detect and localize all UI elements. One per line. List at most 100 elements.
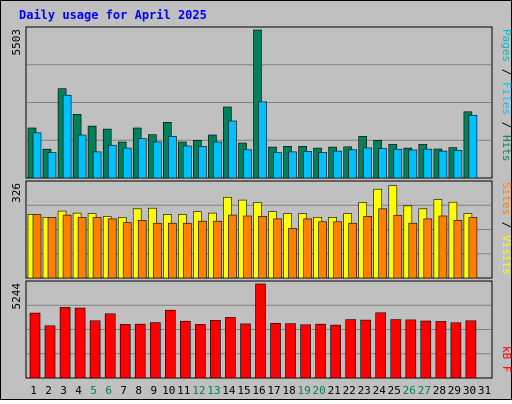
bar-kbytes-day-21 bbox=[330, 324, 341, 379]
bar-files-day-8 bbox=[137, 138, 147, 179]
legend-kbytes: kB F bbox=[500, 346, 511, 373]
x-tick-label-day-8: 8 bbox=[135, 384, 142, 397]
bar-files-day-13 bbox=[213, 141, 222, 179]
y-max-label: 5503 bbox=[10, 29, 23, 56]
bar-sites-day-18 bbox=[288, 228, 297, 279]
bar-kbytes-day-2 bbox=[44, 325, 56, 379]
bar-sites-day-26 bbox=[408, 222, 418, 279]
bar-kbytes-day-13 bbox=[210, 319, 221, 379]
legend-visits: Visits bbox=[500, 235, 511, 275]
bar-kbytes-day-28 bbox=[435, 321, 447, 379]
bar-sites-day-27 bbox=[423, 218, 433, 279]
x-tick-label-day-31: 31 bbox=[478, 384, 491, 397]
bar-kbytes-day-6 bbox=[104, 313, 116, 379]
bar-files-day-16 bbox=[258, 101, 267, 179]
bar-sites-day-29 bbox=[453, 220, 463, 279]
bar-sites-day-12 bbox=[198, 220, 207, 279]
bar-files-day-11 bbox=[183, 145, 192, 179]
bar-kbytes-day-5 bbox=[89, 320, 101, 379]
bar-sites-day-6 bbox=[107, 218, 117, 279]
bar-files-day-5 bbox=[92, 151, 102, 179]
x-tick-label-day-2: 2 bbox=[45, 384, 52, 397]
bar-kbytes-day-16 bbox=[255, 283, 266, 379]
bar-kbytes-day-19 bbox=[300, 324, 311, 379]
x-tick-label-day-4: 4 bbox=[75, 384, 82, 397]
bar-kbytes-day-18 bbox=[285, 323, 296, 379]
bar-kbytes-day-20 bbox=[315, 323, 326, 379]
bar-kbytes-day-23 bbox=[360, 319, 372, 379]
x-tick-label-day-16: 16 bbox=[252, 384, 265, 397]
legend-hits: Hits bbox=[500, 135, 511, 162]
legend-pages: Pages bbox=[500, 29, 511, 62]
bar-sites-day-21 bbox=[333, 221, 342, 279]
bar-sites-day-4 bbox=[77, 217, 87, 279]
bar-kbytes-day-10 bbox=[165, 309, 176, 379]
x-tick-label-day-17: 17 bbox=[267, 384, 280, 397]
bar-sites-day-8 bbox=[137, 220, 147, 279]
x-tick-label-day-15: 15 bbox=[237, 384, 250, 397]
x-tick-label-day-22: 22 bbox=[343, 384, 356, 397]
x-tick-label-day-1: 1 bbox=[30, 384, 37, 397]
bar-sites-day-28 bbox=[438, 215, 448, 279]
legend-mid-group: Sites / Visits bbox=[500, 182, 511, 275]
bar-files-day-4 bbox=[77, 134, 87, 179]
x-tick-label-day-3: 3 bbox=[60, 384, 67, 397]
bar-kbytes-day-17 bbox=[270, 322, 281, 379]
bar-files-day-21 bbox=[333, 150, 342, 179]
bar-sites-day-5 bbox=[92, 217, 102, 279]
bar-kbytes-day-25 bbox=[390, 319, 402, 379]
x-tick-label-day-14: 14 bbox=[222, 384, 236, 397]
x-tick-label-day-18: 18 bbox=[282, 384, 295, 397]
x-tick-label-day-10: 10 bbox=[162, 384, 175, 397]
bar-sites-day-1 bbox=[32, 214, 42, 279]
bar-kbytes-day-30 bbox=[465, 320, 477, 379]
bar-sites-day-15 bbox=[243, 215, 252, 279]
bar-files-day-19 bbox=[303, 151, 312, 179]
bar-sites-day-16 bbox=[258, 216, 267, 279]
y-max-label: 5244 bbox=[10, 283, 23, 310]
bar-sites-day-24 bbox=[378, 208, 388, 279]
x-tick-label-day-11: 11 bbox=[177, 384, 190, 397]
bar-files-day-25 bbox=[393, 148, 403, 179]
bar-files-day-26 bbox=[408, 149, 418, 179]
x-tick-label-day-19: 19 bbox=[297, 384, 310, 397]
x-tick-label-day-27: 27 bbox=[418, 384, 431, 397]
bar-files-day-2 bbox=[47, 152, 57, 179]
x-tick-label-day-21: 21 bbox=[328, 384, 341, 397]
bar-sites-day-17 bbox=[273, 218, 282, 279]
bar-kbytes-day-7 bbox=[119, 324, 131, 379]
bar-kbytes-day-1 bbox=[29, 312, 41, 379]
legend- /: / bbox=[500, 62, 511, 82]
bar-sites-day-2 bbox=[47, 217, 57, 279]
bar-files-day-17 bbox=[273, 152, 282, 179]
bar-files-day-10 bbox=[168, 136, 177, 179]
bar-files-day-15 bbox=[243, 149, 252, 179]
legend- /: / bbox=[500, 115, 511, 135]
bar-sites-day-19 bbox=[303, 218, 312, 279]
legend-sites: Sites bbox=[500, 182, 511, 215]
bar-kbytes-day-9 bbox=[150, 322, 161, 379]
y-max-label: 326 bbox=[10, 183, 23, 203]
bar-kbytes-day-29 bbox=[450, 322, 462, 379]
bar-files-day-3 bbox=[62, 94, 72, 179]
bar-kbytes-day-3 bbox=[59, 307, 71, 379]
bar-sites-day-11 bbox=[183, 222, 192, 279]
bar-files-day-29 bbox=[453, 150, 463, 179]
bar-files-day-1 bbox=[32, 132, 42, 179]
bar-files-day-14 bbox=[228, 120, 237, 179]
chart-title: Daily usage for April 2025 bbox=[19, 8, 207, 22]
bar-kbytes-day-15 bbox=[240, 323, 251, 379]
bar-files-day-7 bbox=[122, 147, 132, 179]
bar-kbytes-day-14 bbox=[225, 317, 236, 379]
bar-kbytes-day-22 bbox=[345, 319, 357, 379]
bar-files-day-24 bbox=[378, 148, 388, 179]
bar-sites-day-20 bbox=[318, 221, 327, 279]
x-tick-label-day-13: 13 bbox=[207, 384, 220, 397]
x-tick-label-day-23: 23 bbox=[358, 384, 371, 397]
bar-files-day-30 bbox=[468, 115, 478, 179]
bar-files-day-9 bbox=[153, 141, 162, 179]
x-tick-label-day-20: 20 bbox=[312, 384, 325, 397]
bar-sites-day-23 bbox=[363, 216, 373, 279]
